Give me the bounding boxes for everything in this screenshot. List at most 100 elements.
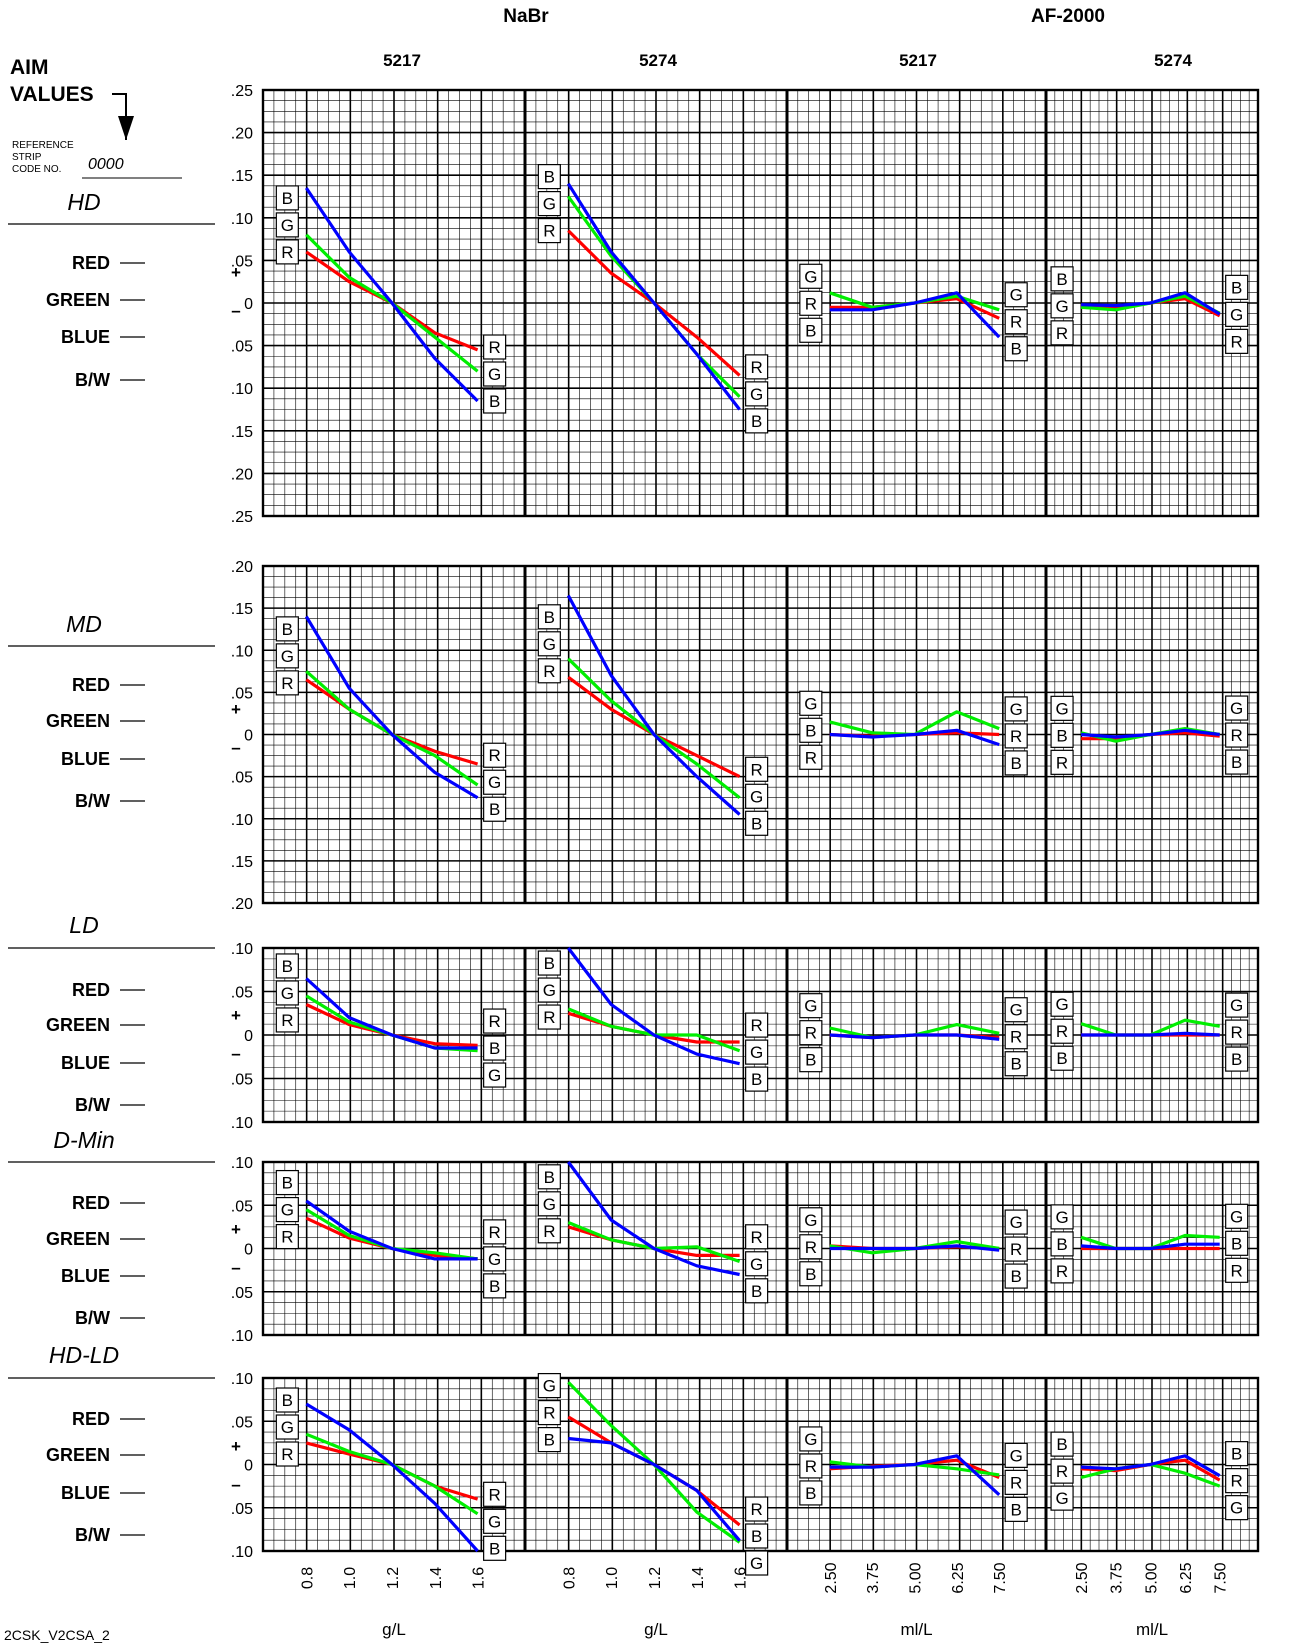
y-tick-label: .05	[231, 1198, 253, 1215]
plus-sign: +	[231, 700, 241, 719]
series-tag-R: R	[1056, 753, 1068, 772]
y-tick-label: .05	[231, 1414, 253, 1431]
series-tag-box	[799, 744, 823, 770]
series-tag-box	[483, 361, 507, 387]
series-tag-box	[1225, 749, 1249, 775]
series-tag-box	[1004, 1236, 1028, 1262]
x-unit-label: g/L	[644, 1620, 668, 1639]
y-tick-label: .10	[231, 1328, 253, 1345]
series-tag-B: B	[489, 1277, 500, 1296]
series-tag-G: G	[1010, 286, 1023, 305]
series-tag-B: B	[1231, 1445, 1242, 1464]
series-tag-R: R	[1231, 332, 1243, 351]
series-tag-B: B	[1056, 1049, 1067, 1068]
series-tag-B: B	[1231, 753, 1242, 772]
series-tag-G: G	[1010, 1001, 1023, 1020]
series-tag-B: B	[544, 168, 555, 187]
series-tag-G: G	[543, 635, 556, 654]
series-tag-B: B	[544, 954, 555, 973]
series-tag-box	[275, 1223, 299, 1250]
series-tag-R: R	[805, 1457, 817, 1476]
series-tag-B: B	[1011, 1267, 1022, 1286]
column-header-3: 5217	[899, 51, 937, 70]
series-tag-R: R	[750, 760, 762, 779]
series-tag-R: R	[543, 222, 555, 241]
series-tag-R: R	[1056, 1262, 1068, 1281]
series-tag-G: G	[1055, 699, 1068, 718]
column-header-1: 5217	[383, 51, 421, 70]
series-tag-R: R	[1010, 1473, 1022, 1492]
series-tag-box	[537, 1004, 561, 1030]
series-tag-box	[275, 980, 299, 1006]
series-tag-box	[1225, 274, 1249, 300]
panel-5: .10.050.05.10HD-LDREDGREENBLUEB/W+–BGRRG…	[8, 1342, 1260, 1576]
series-tag-B: B	[1056, 726, 1067, 745]
series-tag-box	[275, 239, 299, 265]
y-tick-label: .10	[231, 941, 253, 958]
series-tag-box	[1004, 1209, 1028, 1235]
series-line-B	[829, 728, 1000, 747]
series-tag-G: G	[804, 997, 817, 1016]
x-tick-label: 1.4	[428, 1567, 445, 1589]
series-tag-R: R	[488, 338, 500, 357]
legend-label: B/W	[75, 1308, 110, 1328]
y-tick-label: 0	[244, 1242, 253, 1259]
series-tag-B: B	[751, 1282, 762, 1301]
minus-sign: –	[231, 1258, 240, 1277]
series-tag-box	[1225, 301, 1249, 327]
aim-title-line2: VALUES	[10, 83, 94, 106]
series-tag-B: B	[489, 1539, 500, 1558]
x-tick-label: 3.75	[865, 1562, 882, 1593]
series-tag-box	[1050, 1045, 1074, 1071]
series-tag-B: B	[489, 392, 500, 411]
series-tag-R: R	[1056, 324, 1068, 343]
series-tag-R: R	[488, 1485, 500, 1504]
panel-frame	[261, 564, 1260, 905]
x-tick-label: 1.0	[342, 1567, 359, 1589]
series-tag-G: G	[804, 1430, 817, 1449]
panel-2: .20 .15 .10 .05 0 .05 .10 .15 .20 MD RED GREEN BLUE B…	[8, 559, 1260, 913]
series-tag-R: R	[1010, 1028, 1022, 1047]
series-tag-B: B	[751, 814, 762, 833]
series-tag-box	[275, 1196, 299, 1223]
series-tag-box	[745, 756, 769, 782]
series-tag-box	[275, 953, 299, 979]
series-tag-G: G	[750, 787, 763, 806]
x-tick-label: 1.6	[471, 1567, 488, 1589]
series-tag-box	[1004, 1263, 1028, 1289]
x-tick-label: 1.4	[690, 1567, 707, 1589]
series-tag-box	[1004, 309, 1028, 335]
aim-title-line1: AIM	[10, 56, 49, 79]
series-tag-box	[537, 1372, 561, 1399]
series-line-R	[829, 1458, 1000, 1479]
x-tick-label: 5.00	[1143, 1562, 1160, 1593]
legend-label: B/W	[75, 1095, 110, 1115]
series-tag-box	[1050, 1258, 1074, 1284]
x-tick-label: 1.6	[733, 1567, 750, 1589]
series-tag-box	[745, 1550, 769, 1576]
series-tag-G: G	[1055, 297, 1068, 316]
series-tag-B: B	[805, 1265, 816, 1284]
legend-label: GREEN	[46, 1445, 110, 1465]
y-tick-label: .05	[231, 339, 253, 356]
series-tag-G: G	[488, 1066, 501, 1085]
series-tag-box	[483, 769, 507, 795]
legend-label: BLUE	[61, 749, 110, 769]
series-tag-box	[1004, 1469, 1028, 1495]
column-header-4: 5274	[1154, 51, 1192, 70]
series-tag-box	[745, 1224, 769, 1250]
series-tag-box	[745, 1012, 769, 1038]
series-tag-box	[745, 810, 769, 836]
series-tag-box	[275, 670, 299, 696]
series-tag-B: B	[1056, 1435, 1067, 1454]
x-tick-label: 2.50	[823, 1562, 840, 1593]
column-header-2: 5274	[639, 51, 677, 70]
series-line-B	[566, 594, 741, 816]
series-tag-box	[483, 1062, 507, 1088]
series-tag-R: R	[281, 674, 293, 693]
series-tag-R: R	[750, 1016, 762, 1035]
legend-label: BLUE	[61, 1053, 110, 1073]
series-tag-box	[1050, 320, 1074, 346]
series-line-B	[1081, 1031, 1220, 1037]
series-line-B	[1080, 728, 1220, 739]
